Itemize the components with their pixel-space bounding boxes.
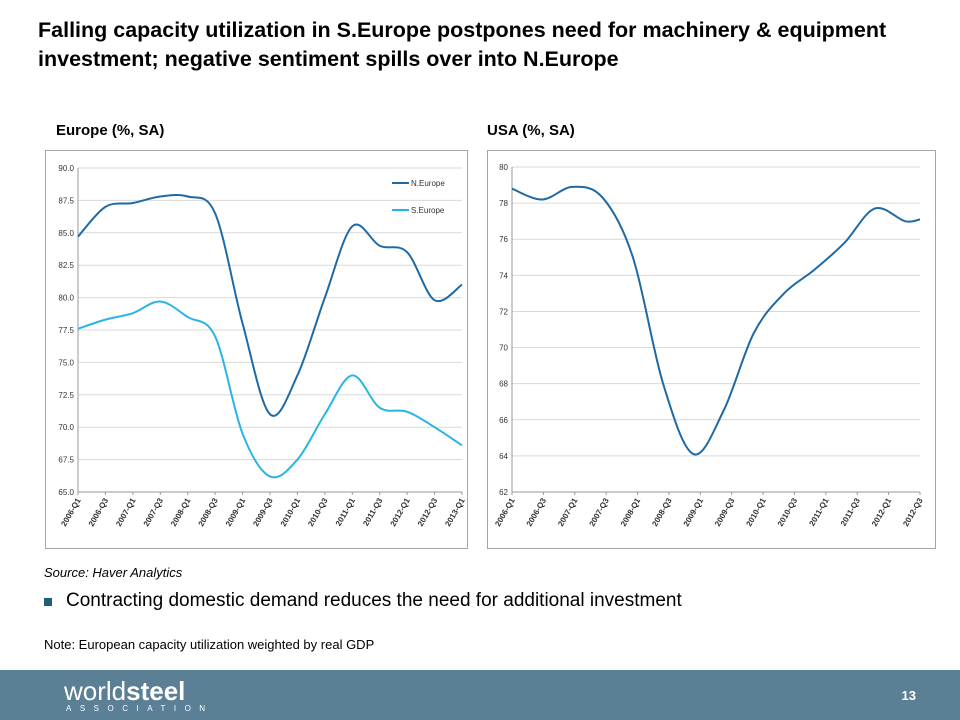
europe-chart-title: Europe (%, SA) — [56, 122, 165, 139]
legend-label: N.Europe — [411, 179, 445, 188]
y-tick-label: 64 — [499, 452, 508, 461]
x-tick-label: 2011-Q3 — [839, 496, 862, 528]
legend-label: S.Europe — [411, 206, 445, 215]
x-tick-label: 2008-Q3 — [650, 496, 674, 528]
europe-chart: 65.0 67.5 70.0 72.5 75.0 77.5 80.0 82.5 85.0 87.5… — [45, 150, 468, 549]
y-tick-label: 72 — [499, 307, 508, 316]
x-tick-label: 2010-Q1 — [279, 496, 303, 528]
x-tick-label: 2011-Q3 — [361, 496, 384, 528]
x-tick-label: 2011-Q1 — [334, 496, 357, 528]
x-tick-label: 2010-Q3 — [776, 496, 800, 528]
x-tick-label: 2011-Q1 — [807, 496, 830, 528]
y-tick-label: 68 — [499, 380, 508, 389]
x-tick-label: 2009-Q1 — [224, 496, 248, 528]
source-note: Source: Haver Analytics — [44, 565, 183, 580]
x-tick-label: 2010-Q1 — [744, 496, 768, 528]
x-tick-label: 2007-Q3 — [588, 496, 612, 528]
x-tick-label: 2012-Q1 — [870, 496, 894, 528]
x-tick-label: 2008-Q3 — [197, 496, 221, 528]
x-tick-label: 2009-Q3 — [713, 496, 737, 528]
y-tick-label: 66 — [499, 416, 508, 425]
y-tick-label: 76 — [499, 235, 508, 244]
x-tick-label: 2012-Q3 — [416, 496, 440, 528]
x-tick-label: 2008-Q1 — [169, 496, 193, 528]
x-tick-label: 2012-Q3 — [901, 496, 925, 528]
europe-chart-svg: 65.0 67.5 70.0 72.5 75.0 77.5 80.0 82.5 85.0 87.5… — [58, 164, 467, 528]
footnote: Note: European capacity utilization weig… — [44, 637, 375, 652]
usa-chart-title: USA (%, SA) — [487, 122, 575, 139]
x-tick-label: 2006-Q1 — [493, 496, 517, 528]
y-tick-label: 82.5 — [58, 261, 74, 270]
y-tick-label: 65.0 — [58, 488, 74, 497]
x-tick-label: 2012-Q1 — [389, 496, 413, 528]
logo-subtitle: ASSOCIATION — [66, 704, 214, 713]
x-tick-label: 2006-Q3 — [525, 496, 549, 528]
bullet-square-icon — [44, 598, 52, 606]
x-tick-label: 2009-Q3 — [251, 496, 275, 528]
page-title: Falling capacity utilization in S.Europe… — [38, 18, 887, 71]
bullet-text: Contracting domestic demand reduces the … — [66, 590, 682, 611]
x-tick-label: 2007-Q1 — [556, 496, 580, 528]
x-tick-label: 2008-Q1 — [619, 496, 643, 528]
x-tick-label: 2006-Q1 — [59, 496, 83, 528]
y-tick-label: 87.5 — [58, 196, 74, 205]
page-number: 13 — [901, 688, 916, 703]
x-tick-label: 2009-Q1 — [682, 496, 706, 528]
usa-chart-svg: 62 64 66 68 70 72 74 76 78 80 2006-Q1 2006-Q3 2007-Q… — [493, 163, 925, 528]
y-tick-label: 67.5 — [58, 456, 74, 465]
y-tick-label: 70 — [499, 344, 508, 353]
x-tick-label: 2010-Q3 — [306, 496, 330, 528]
y-tick-label: 80 — [499, 163, 508, 172]
x-tick-label: 2006-Q3 — [87, 496, 111, 528]
x-tick-label: 2013-Q1 — [443, 496, 467, 528]
y-tick-label: 77.5 — [58, 326, 74, 335]
series-line-usa — [511, 185, 921, 456]
y-tick-label: 90.0 — [58, 164, 74, 173]
series-line-s-europe — [77, 300, 463, 479]
y-tick-label: 70.0 — [58, 423, 74, 432]
y-tick-label: 75.0 — [58, 358, 74, 367]
series-line-n-europe — [77, 193, 463, 417]
x-tick-label: 2007-Q1 — [114, 496, 138, 528]
y-tick-label: 62 — [499, 488, 508, 497]
bullet-point: Contracting domestic demand reduces the … — [44, 590, 682, 612]
footer-bar — [0, 670, 960, 720]
y-tick-label: 80.0 — [58, 294, 74, 303]
y-tick-label: 78 — [499, 199, 508, 208]
x-tick-label: 2007-Q3 — [142, 496, 166, 528]
y-tick-label: 74 — [499, 271, 508, 280]
usa-chart: 62 64 66 68 70 72 74 76 78 80 2006-Q1 2006-Q3 2007-Q… — [487, 150, 936, 549]
y-tick-label: 85.0 — [58, 229, 74, 238]
worldsteel-logo: worldsteel ASSOCIATION — [48, 674, 218, 718]
y-tick-label: 72.5 — [58, 391, 74, 400]
logo-wordmark: worldsteel — [64, 676, 186, 706]
